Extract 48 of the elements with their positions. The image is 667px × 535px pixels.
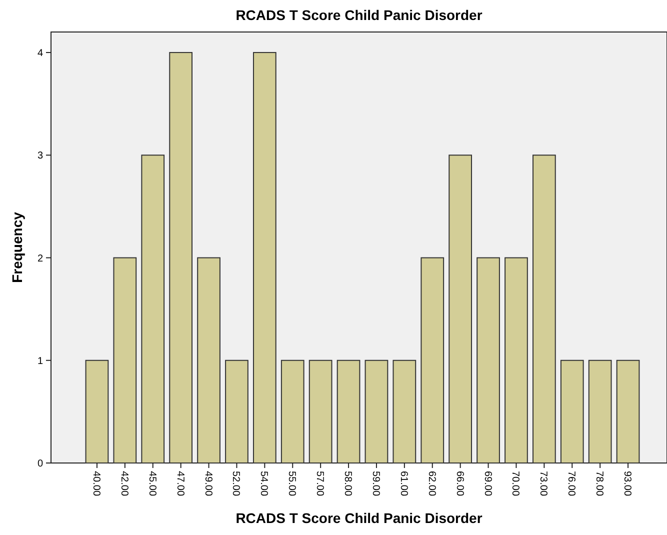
x-tick-label: 54.00 (258, 471, 270, 496)
bar (169, 52, 193, 464)
y-tick-label: 3 (37, 150, 44, 162)
y-tick-label: 4 (37, 48, 44, 60)
bar (364, 360, 388, 464)
bar (560, 360, 584, 464)
x-tick-label: 69.00 (482, 471, 493, 496)
x-tick-label: 93.00 (622, 471, 633, 496)
y-tick-label: 0 (37, 458, 44, 470)
bar (197, 257, 220, 464)
chart-title: RCADS T Score Child Panic Disorder (236, 7, 483, 23)
bar (448, 154, 472, 464)
x-tick-label: 45.00 (146, 471, 158, 496)
bar (113, 257, 137, 464)
y-tick-label: 2 (37, 253, 44, 264)
x-tick-label: 59.00 (370, 471, 381, 496)
x-tick-label: 42.00 (118, 471, 130, 496)
x-tick-label: 78.00 (594, 471, 605, 496)
x-tick-label: 76.00 (566, 471, 577, 496)
bar (588, 360, 612, 464)
y-axis-title: Frequency (9, 212, 25, 283)
x-tick-label: 40.00 (90, 471, 102, 496)
bar (141, 154, 165, 464)
x-axis-title: RCADS T Score Child Panic Disorder (236, 510, 483, 526)
x-tick-label: 47.00 (174, 471, 186, 496)
bar (336, 360, 360, 464)
y-tick-label: 1 (37, 356, 44, 367)
x-tick-label: 73.00 (538, 471, 549, 496)
bar (504, 257, 528, 464)
bar (252, 52, 276, 464)
x-tick-label: 61.00 (398, 471, 409, 496)
x-tick-label: 58.00 (342, 471, 354, 496)
bar (280, 360, 304, 464)
bar (225, 360, 248, 464)
x-tick-label: 49.00 (202, 471, 214, 496)
bar (85, 360, 109, 464)
bar (308, 360, 332, 464)
bar (420, 257, 444, 464)
x-tick-label: 62.00 (426, 471, 437, 496)
bar (532, 154, 556, 464)
x-tick-label: 66.00 (454, 471, 465, 496)
x-tick-label: 55.00 (286, 471, 298, 496)
bar (476, 257, 500, 464)
x-tick-label: 70.00 (510, 471, 521, 496)
bar (616, 360, 640, 464)
x-tick-label: 57.00 (314, 471, 326, 496)
x-tick-label: 52.00 (230, 471, 242, 496)
bar (392, 360, 416, 464)
